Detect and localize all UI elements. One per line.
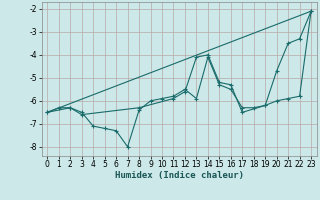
X-axis label: Humidex (Indice chaleur): Humidex (Indice chaleur) — [115, 171, 244, 180]
